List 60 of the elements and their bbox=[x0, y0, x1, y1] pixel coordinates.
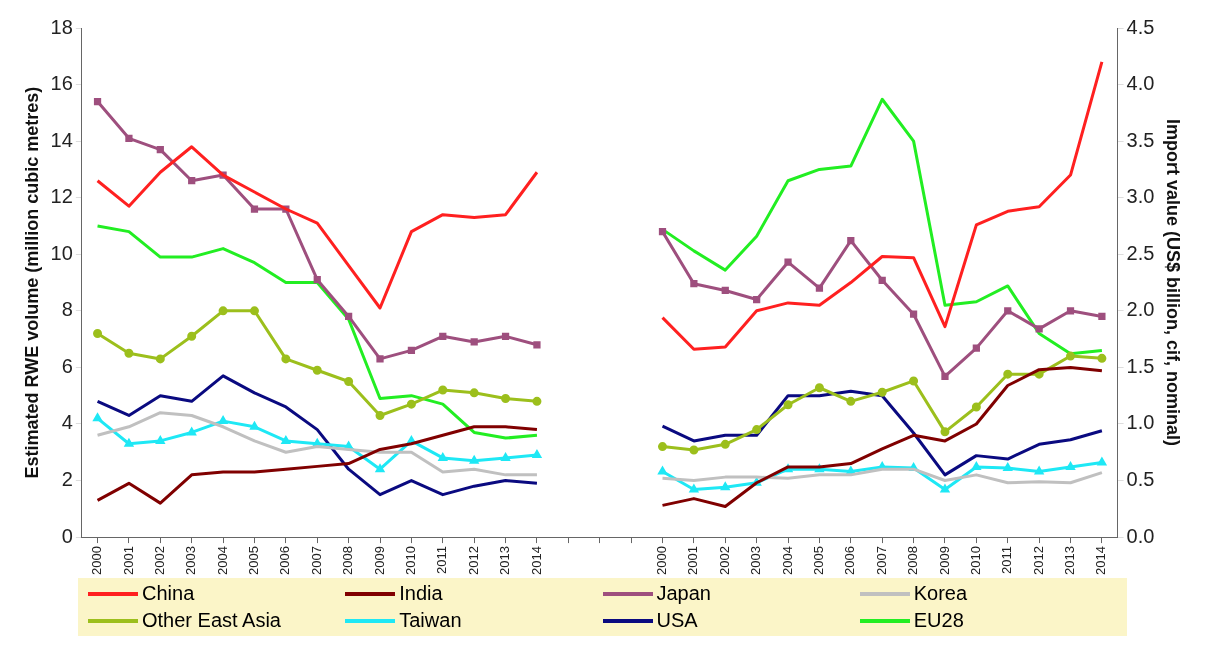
y2-tick-label: 3.0 bbox=[1126, 185, 1155, 208]
legend-label: Japan bbox=[656, 582, 711, 605]
x-tick-label: 2011 bbox=[434, 546, 450, 575]
legend-label: USA bbox=[656, 609, 698, 632]
x-tick-label: 2014 bbox=[528, 546, 544, 575]
x-tick-label: 2004 bbox=[779, 546, 795, 575]
x-tick-label: 2009 bbox=[936, 546, 952, 575]
legend-label: Other East Asia bbox=[142, 609, 281, 632]
x-tick-label: 2010 bbox=[967, 546, 983, 575]
legend-label: Taiwan bbox=[399, 609, 462, 632]
y2-axis-title: Import value (US$ billion, cif, nominal) bbox=[1163, 119, 1184, 447]
y-tick-label: 8 bbox=[61, 298, 73, 321]
x-tick-label: 2014 bbox=[1093, 546, 1109, 575]
x-tick-label: 2001 bbox=[120, 546, 136, 575]
x-tick-label: 2012 bbox=[1030, 546, 1046, 575]
x-tick-label: 2002 bbox=[716, 546, 732, 575]
y-axis-title: Estimated RWE volume (million cubic metres) bbox=[21, 86, 42, 479]
legend-label: China bbox=[142, 582, 195, 605]
legend-label: India bbox=[399, 582, 443, 605]
x-tick-label: 2004 bbox=[214, 546, 230, 575]
x-tick-label: 2008 bbox=[905, 546, 921, 575]
x-tick-label: 2010 bbox=[402, 546, 418, 575]
x-tick-label: 2005 bbox=[246, 546, 262, 575]
x-tick-label: 2003 bbox=[183, 546, 199, 575]
y2-tick-label: 0.5 bbox=[1126, 468, 1155, 491]
y-tick-label: 10 bbox=[50, 241, 73, 264]
x-tick-label: 2006 bbox=[277, 546, 293, 575]
x-tick-label: 2001 bbox=[685, 546, 701, 575]
x-tick-label: 2006 bbox=[842, 546, 858, 575]
y2-tick-label: 1.5 bbox=[1126, 354, 1155, 377]
y2-tick-label: 2.5 bbox=[1126, 241, 1155, 264]
y-tick-label: 12 bbox=[50, 185, 73, 208]
x-tick-label: 2002 bbox=[151, 546, 167, 575]
x-tick-label: 2003 bbox=[748, 546, 764, 575]
x-tick-label: 2012 bbox=[465, 546, 481, 575]
x-tick-label: 2007 bbox=[308, 546, 324, 575]
x-tick-label: 2011 bbox=[999, 546, 1015, 575]
y-tick-label: 6 bbox=[61, 354, 73, 377]
y2-tick-label: 3.5 bbox=[1126, 128, 1155, 151]
legend-label: EU28 bbox=[913, 609, 964, 632]
y-tick-label: 18 bbox=[50, 15, 73, 38]
y2-tick-label: 1.0 bbox=[1126, 411, 1155, 434]
y2-tick-label: 2.0 bbox=[1126, 298, 1155, 321]
legend-label: Korea bbox=[913, 582, 968, 605]
y2-tick-label: 4.0 bbox=[1126, 72, 1155, 95]
y-tick-label: 2 bbox=[61, 468, 73, 491]
y2-tick-label: 0.0 bbox=[1126, 524, 1155, 547]
x-tick-label: 2000 bbox=[89, 546, 105, 575]
y2-tick-label: 4.5 bbox=[1126, 15, 1155, 38]
y-tick-label: 14 bbox=[50, 128, 73, 151]
x-tick-label: 2013 bbox=[497, 546, 513, 575]
x-tick-label: 2013 bbox=[1062, 546, 1078, 575]
y-tick-label: 4 bbox=[61, 411, 73, 434]
x-tick-label: 2000 bbox=[654, 546, 670, 575]
x-tick-label: 2007 bbox=[873, 546, 889, 575]
y-tick-label: 16 bbox=[50, 72, 73, 95]
y-tick-label: 0 bbox=[61, 524, 73, 547]
x-tick-label: 2008 bbox=[340, 546, 356, 575]
x-tick-label: 2005 bbox=[811, 546, 826, 575]
x-tick-label: 2009 bbox=[371, 546, 387, 575]
